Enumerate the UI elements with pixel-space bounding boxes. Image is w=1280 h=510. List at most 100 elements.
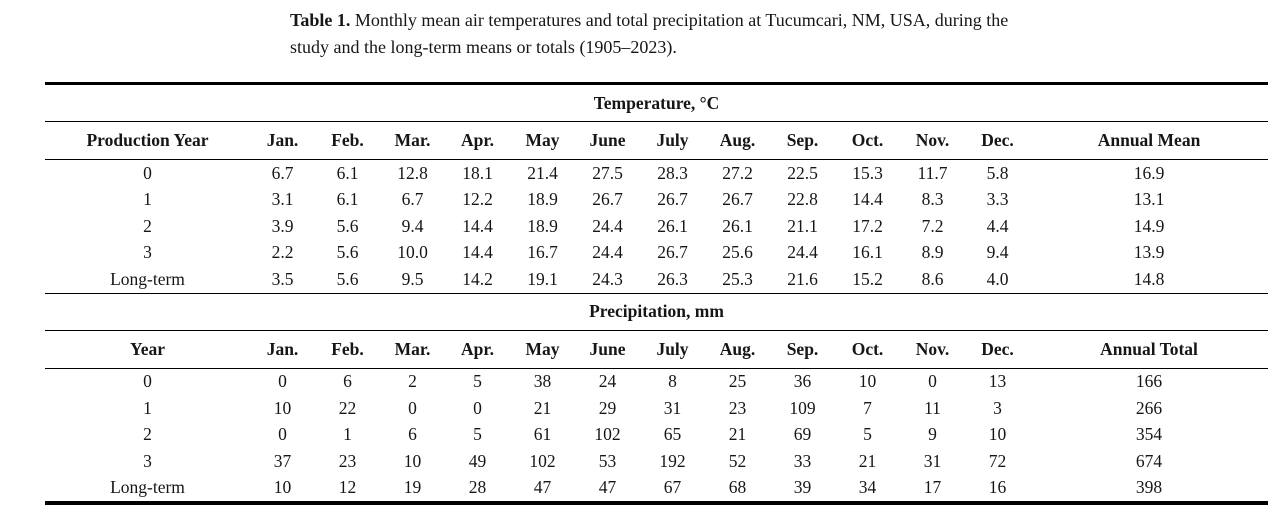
value-cell: 21 (533, 397, 552, 418)
value-cell: 5.6 (336, 268, 359, 289)
value-cell: 26.1 (722, 215, 753, 236)
value-cell: 15.2 (852, 268, 883, 289)
value-cell: 2 (408, 371, 417, 392)
value-cell: 11 (924, 397, 941, 418)
value-cell: 22 (338, 397, 357, 418)
value-cell: 21.4 (527, 162, 558, 183)
value-cell: 49 (468, 450, 487, 471)
value-cell: 7.2 (921, 215, 944, 236)
value-cell: 10 (403, 450, 422, 471)
temperature-annual-header: Annual Mean (1030, 121, 1269, 160)
table-caption-label: Table 1. (290, 10, 351, 30)
value-cell: 5 (473, 424, 482, 445)
value-cell: 12.8 (397, 162, 428, 183)
value-cell: 47 (598, 477, 617, 498)
value-cell: 26.7 (722, 189, 753, 210)
value-cell: 47 (533, 477, 552, 498)
table-row: Long-term 3.5 5.6 9.5 14.2 19.1 24.3 26.3 25.3 21… (45, 266, 1268, 293)
value-cell: 17 (923, 477, 942, 498)
value-cell: 9 (928, 424, 937, 445)
month-column-header: May (510, 121, 575, 160)
value-cell: 7 (863, 397, 872, 418)
value-cell: 0 (408, 397, 417, 418)
value-cell: 21 (858, 450, 877, 471)
value-cell: 14.9 (1133, 215, 1165, 236)
value-cell: 14.4 (462, 242, 493, 263)
value-cell: 3.3 (986, 189, 1009, 210)
temperature-section-title: Temperature, °C (45, 83, 1269, 122)
value-cell: 10 (273, 477, 292, 498)
value-cell: 28.3 (657, 162, 688, 183)
value-cell: 18.9 (527, 189, 558, 210)
table-row: 2 3.9 5.6 9.4 14.4 18.9 24.4 26.1 26.1 21.1 17.2 7.… (45, 213, 1268, 240)
value-cell: 24 (598, 371, 617, 392)
value-cell: 24.3 (592, 268, 623, 289)
value-cell: 3 (993, 397, 1002, 418)
value-cell: 61 (533, 424, 552, 445)
row-label-cell: Long-term (110, 268, 185, 289)
precipitation-annual-header: Annual Total (1030, 330, 1269, 369)
value-cell: 0 (473, 397, 482, 418)
precipitation-column-header-row: Year Jan. Feb. Mar. Apr. May June July Aug. Sep.… (45, 330, 1269, 369)
value-cell: 3.1 (271, 189, 294, 210)
value-cell: 12 (338, 477, 357, 498)
table-row: 1 3.1 6.1 6.7 12.2 18.9 26.7 26.7 26.7 22.8 14.4 8.… (45, 187, 1268, 214)
month-column-header: Jan. (250, 330, 315, 369)
month-column-header: Mar. (380, 330, 445, 369)
value-cell: 31 (923, 450, 942, 471)
table-row: 3 2.2 5.6 10.0 14.4 16.7 24.4 26.7 25.6 24.4 16.1 8… (45, 240, 1268, 267)
row-label-cell: 2 (143, 215, 152, 236)
value-cell: 0 (278, 371, 287, 392)
table-caption-line1: Monthly mean air temperatures and total … (354, 10, 1009, 30)
value-cell: 16.9 (1133, 162, 1165, 183)
value-cell: 24.4 (592, 242, 623, 263)
value-cell: 18.1 (462, 162, 493, 183)
value-cell: 36 (793, 371, 812, 392)
table-caption-line2: study and the long-term means or totals … (290, 37, 677, 57)
row-label-cell: 0 (143, 162, 152, 183)
value-cell: 22.8 (787, 189, 818, 210)
value-cell: 19 (403, 477, 422, 498)
month-column-header: Aug. (705, 330, 770, 369)
value-cell: 33 (793, 450, 812, 471)
value-cell: 5 (863, 424, 872, 445)
temperature-section-header-row: Temperature, °C (45, 83, 1269, 122)
value-cell: 5.6 (336, 215, 359, 236)
row-label-cell: 3 (143, 450, 152, 471)
value-cell: 4.4 (986, 215, 1009, 236)
value-cell: 5 (473, 371, 482, 392)
value-cell: 6.7 (401, 189, 424, 210)
value-cell: 10.0 (397, 242, 428, 263)
table-row: 3 37 23 10 49 102 53 192 52 33 21 31 72 674 (45, 448, 1268, 475)
value-cell: 26.7 (657, 189, 688, 210)
month-column-header: May (510, 330, 575, 369)
row-label-cell: Long-term (110, 477, 185, 498)
month-column-header: Feb. (315, 121, 380, 160)
month-column-header: Oct. (835, 121, 900, 160)
value-cell: 8.3 (921, 189, 944, 210)
value-cell: 13 (988, 371, 1007, 392)
value-cell: 12.2 (462, 189, 493, 210)
value-cell: 38 (533, 371, 552, 392)
month-column-header: Nov. (900, 330, 965, 369)
value-cell: 17.2 (852, 215, 883, 236)
month-column-header: Dec. (965, 330, 1030, 369)
value-cell: 13.1 (1133, 189, 1165, 210)
value-cell: 26.3 (657, 268, 688, 289)
value-cell: 6.1 (336, 189, 359, 210)
value-cell: 8.9 (921, 242, 944, 263)
table-row: 0 6.7 6.1 12.8 18.1 21.4 27.5 28.3 27.2 22.5 15.3 1… (45, 160, 1268, 187)
value-cell: 5.6 (336, 242, 359, 263)
month-column-header: Apr. (445, 121, 510, 160)
row-label-cell: 2 (143, 424, 152, 445)
value-cell: 68 (728, 477, 747, 498)
month-column-header: Sep. (770, 121, 835, 160)
value-cell: 39 (793, 477, 812, 498)
value-cell: 21.1 (787, 215, 818, 236)
value-cell: 67 (663, 477, 682, 498)
value-cell: 109 (789, 397, 816, 418)
value-cell: 31 (663, 397, 682, 418)
value-cell: 18.9 (527, 215, 558, 236)
value-cell: 26.1 (657, 215, 688, 236)
month-column-header: Feb. (315, 330, 380, 369)
